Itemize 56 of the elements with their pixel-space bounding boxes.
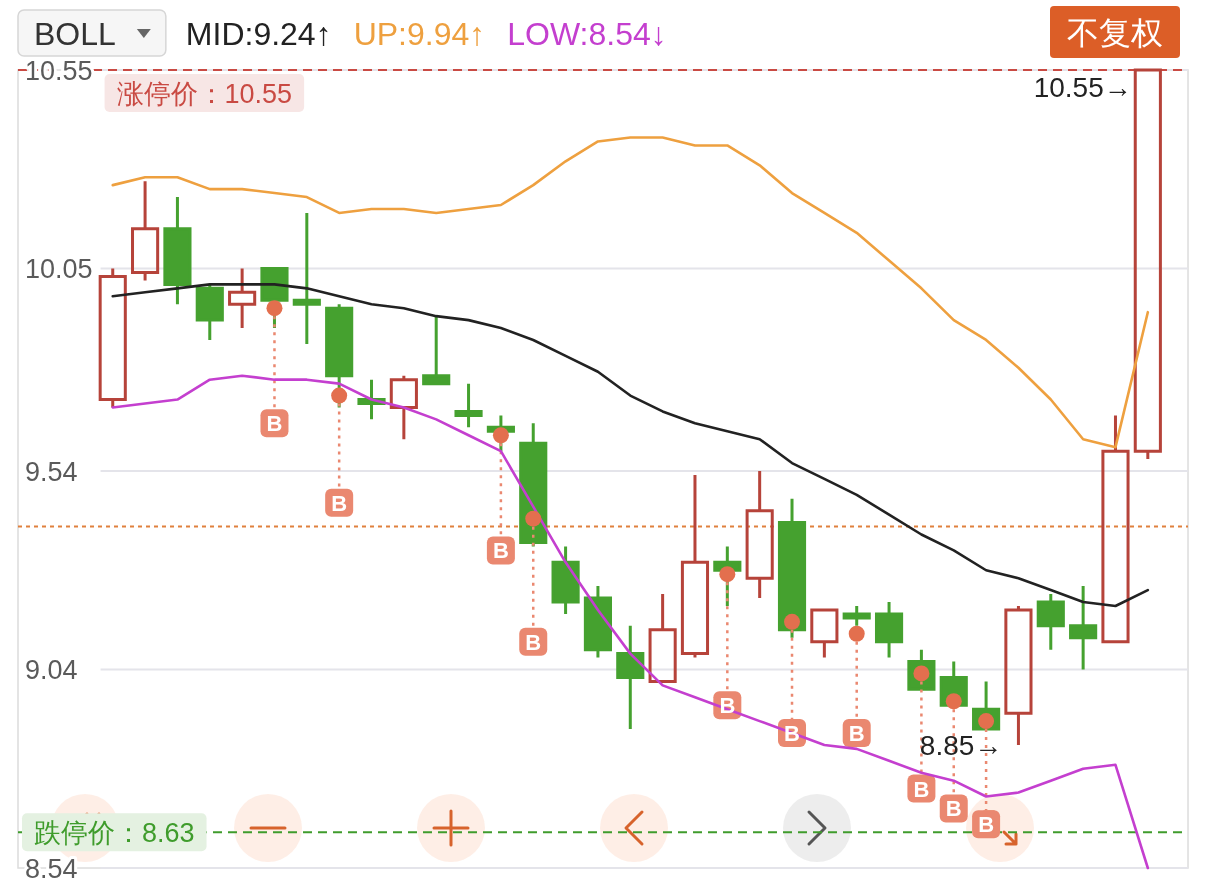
line-series [111,136,1150,449]
candlestick [1004,605,1033,745]
point [913,665,930,682]
candlestick [389,375,418,440]
ref-line-label: 涨停价：10.55 [116,78,293,109]
data-label: B [331,490,348,516]
candlestick [292,212,321,344]
text: UP:9.94↑ [353,16,486,52]
candlestick [131,181,160,281]
candlestick [616,625,645,730]
point [945,693,962,710]
candlestick [1133,68,1162,460]
data-label: B [266,411,283,437]
data-label: B [913,776,930,802]
candlestick [454,383,483,428]
candlestick [1101,415,1130,644]
point [848,625,865,642]
point [719,566,736,583]
data-label: B [978,812,995,838]
candlestick [680,474,710,658]
data-label: B [492,538,509,564]
text: LOW:8.54↓ [507,16,667,52]
candlestick [195,284,224,340]
candlestick [98,268,127,408]
candlestick [810,608,839,658]
candlestick [842,605,871,626]
candlestick [745,470,774,599]
text: 不复权 [1067,15,1163,51]
ref-line-label: 跌停价：8.63 [34,817,195,848]
y-tick-label: 10.55 [25,55,93,86]
data-label: B [945,796,962,822]
line-series [111,283,1150,608]
data-label: B [848,721,865,747]
candlestick [422,316,451,386]
candlestick [583,586,613,658]
y-tick-label: 8.54 [25,853,78,884]
data-label: B [525,629,542,655]
point [525,510,542,527]
candlestick [874,602,904,658]
y-tick-label: 9.04 [25,655,78,686]
candlestick [648,594,677,683]
candlestick [228,268,257,329]
point [784,613,801,630]
point [266,300,283,317]
annotation: 10.55→ [1033,72,1132,103]
point [978,713,995,730]
candlestick [1036,594,1065,650]
candlestick [1069,586,1098,670]
candlestick [551,546,580,614]
legend-title: BOLL [34,16,116,52]
y-tick-label: 10.05 [25,254,93,285]
text: MID:9.24↑ [185,16,332,52]
annotation: 8.85→ [919,729,1003,761]
point [331,387,348,404]
y-tick-label: 9.54 [25,456,78,487]
candlestick [163,197,192,305]
